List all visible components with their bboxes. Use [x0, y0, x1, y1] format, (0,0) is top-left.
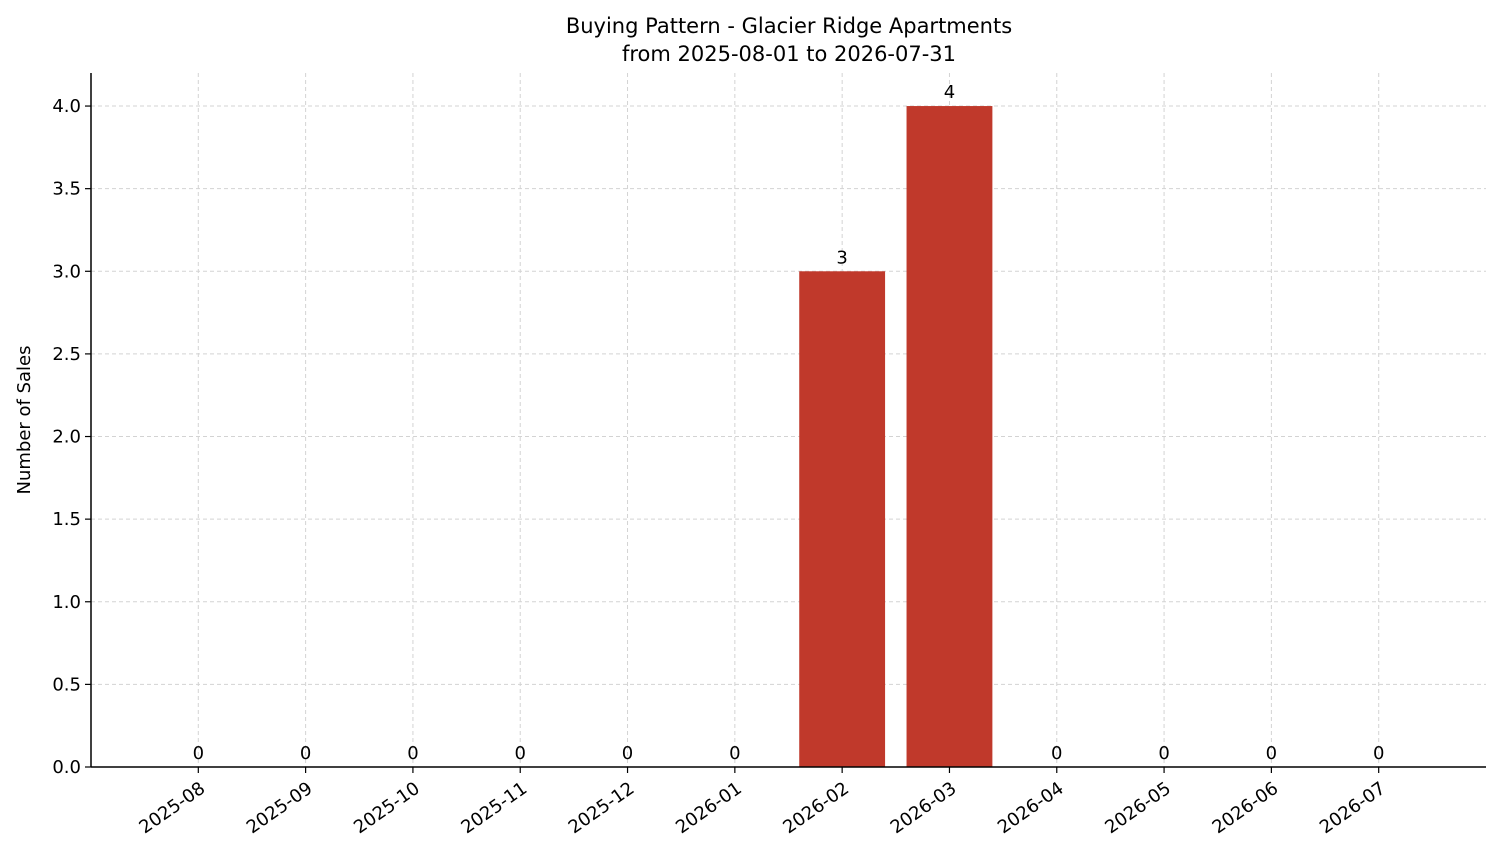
y-tick-label: 1.5 [52, 509, 81, 530]
value-label: 3 [836, 247, 847, 268]
bar [799, 271, 886, 767]
x-tick-label: 2026-06 [1209, 778, 1283, 838]
value-label: 4 [944, 82, 955, 103]
value-label: 0 [1373, 743, 1384, 764]
value-label: 0 [1266, 743, 1277, 764]
bar [906, 106, 993, 768]
y-tick-label: 0.0 [52, 757, 81, 778]
x-tick-label: 2025-11 [457, 778, 531, 838]
y-tick-label: 3.5 [52, 179, 81, 200]
x-tick-label: 2026-02 [779, 778, 853, 838]
y-tick-label: 2.5 [52, 344, 81, 365]
chart-subtitle: from 2025-08-01 to 2026-07-31 [622, 42, 956, 66]
x-tick-label: 2026-04 [994, 778, 1068, 838]
value-label: 0 [1051, 743, 1062, 764]
value-label: 0 [1158, 743, 1169, 764]
x-tick-label: 2026-01 [672, 778, 746, 838]
value-label: 0 [622, 743, 633, 764]
y-tick-label: 0.5 [52, 674, 81, 695]
value-label: 0 [193, 743, 204, 764]
y-tick-label: 2.0 [52, 427, 81, 448]
x-tick-label: 2025-10 [350, 778, 424, 838]
y-tick-label: 1.0 [52, 592, 81, 613]
y-axis-label: Number of Sales [14, 345, 35, 494]
value-label: 0 [515, 743, 526, 764]
x-tick-label: 2026-07 [1316, 778, 1390, 838]
y-tick-label: 4.0 [52, 96, 81, 117]
x-tick-label: 2026-03 [887, 778, 961, 838]
chart-title: Buying Pattern - Glacier Ridge Apartment… [566, 14, 1012, 38]
value-label: 0 [300, 743, 311, 764]
x-tick-label: 2026-05 [1101, 778, 1175, 838]
y-tick-label: 3.0 [52, 261, 81, 282]
x-tick-label: 2025-09 [243, 778, 317, 838]
value-label: 0 [407, 743, 418, 764]
x-tick-label: 2025-12 [565, 778, 639, 838]
x-tick-label: 2025-08 [136, 778, 210, 838]
value-label: 0 [729, 743, 740, 764]
